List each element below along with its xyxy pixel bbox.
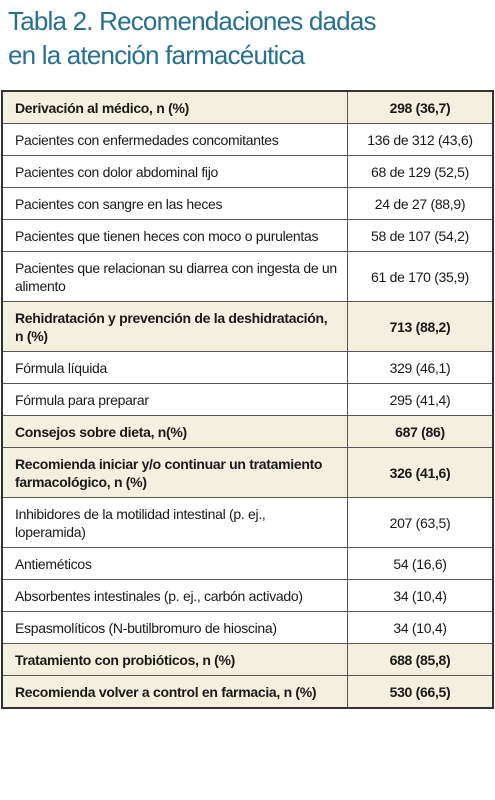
row-label: Pacientes que tienen heces con moco o pu… [1, 219, 348, 252]
row-value: 713 (88,2) [347, 301, 494, 352]
row-label: Derivación al médico, n (%) [1, 90, 348, 124]
row-label: Tratamiento con probióticos, n (%) [1, 643, 348, 676]
section-row: Tratamiento con probióticos, n (%) 688 (8… [1, 643, 494, 676]
section-row: Recomienda volver a control en farmacia,… [1, 675, 494, 709]
item-row: Pacientes que relacionan su diarrea con … [1, 251, 494, 302]
item-row: Antieméticos 54 (16,6) [1, 547, 494, 580]
item-row: Pacientes que tienen heces con moco o pu… [1, 219, 494, 252]
row-label: Absorbentes intestinales (p. ej., carbón… [1, 579, 348, 612]
section-row: Consejos sobre dieta, n(%) 687 (86) [1, 415, 494, 448]
row-value: 207 (63,5) [347, 497, 494, 548]
row-value: 329 (46,1) [347, 351, 494, 384]
row-label: Consejos sobre dieta, n(%) [1, 415, 348, 448]
row-label: Fórmula líquida [1, 351, 348, 384]
row-value: 136 de 312 (43,6) [347, 123, 494, 156]
section-row: Derivación al médico, n (%) 298 (36,7) [1, 90, 494, 124]
row-value: 298 (36,7) [347, 90, 494, 124]
row-label: Fórmula para preparar [1, 383, 348, 416]
row-label: Pacientes con sangre en las heces [1, 187, 348, 220]
title: Tabla 2. Recomendaciones dadas en la ate… [8, 4, 377, 72]
row-value: 688 (85,8) [347, 643, 494, 676]
row-value: 34 (10,4) [347, 611, 494, 644]
row-value: 34 (10,4) [347, 579, 494, 612]
item-row: Pacientes con sangre en las heces 24 de 2… [1, 187, 494, 220]
table-body: Derivación al médico, n (%) 298 (36,7) Pac… [1, 90, 494, 709]
row-value: 326 (41,6) [347, 447, 494, 498]
row-value: 58 de 107 (54,2) [347, 219, 494, 252]
row-label: Recomienda volver a control en farmacia,… [1, 675, 348, 709]
section-row: Rehidratación y prevención de la deshidr… [1, 301, 494, 352]
item-row: Fórmula líquida 329 (46,1) [1, 351, 494, 384]
title-line: en la atención farmacéutica [8, 40, 305, 70]
row-label: Rehidratación y prevención de la deshidr… [1, 301, 348, 352]
row-value: 295 (41,4) [347, 383, 494, 416]
item-row: Absorbentes intestinales (p. ej., carbón… [1, 579, 494, 612]
title-line: Tabla 2. Recomendaciones dadas [8, 6, 377, 36]
row-value: 687 (86) [347, 415, 494, 448]
row-label: Recomienda iniciar y/o continuar un trat… [1, 447, 348, 498]
row-label: Antieméticos [1, 547, 348, 580]
section-row: Recomienda iniciar y/o continuar un trat… [1, 447, 494, 498]
item-row: Espasmolíticos (N-butilbromuro de hiosci… [1, 611, 494, 644]
row-label: Pacientes que relacionan su diarrea con … [1, 251, 348, 302]
row-label: Inhibidores de la motilidad intestinal (… [1, 497, 348, 548]
row-value: 24 de 27 (88,9) [347, 187, 494, 220]
row-label: Pacientes con dolor abdominal fijo [1, 155, 348, 188]
item-row: Fórmula para preparar 295 (41,4) [1, 383, 494, 416]
row-value: 530 (66,5) [347, 675, 494, 709]
row-label: Pacientes con enfermedades concomitantes [1, 123, 348, 156]
row-value: 68 de 129 (52,5) [347, 155, 494, 188]
row-value: 54 (16,6) [347, 547, 494, 580]
row-label: Espasmolíticos (N-butilbromuro de hiosci… [1, 611, 348, 644]
table: Derivación al médico, n (%) 298 (36,7) Pac… [1, 90, 494, 709]
item-row: Pacientes con dolor abdominal fijo 68 de … [1, 155, 494, 188]
row-value: 61 de 170 (35,9) [347, 251, 494, 302]
item-row: Pacientes con enfermedades concomitantes… [1, 123, 494, 156]
item-row: Inhibidores de la motilidad intestinal (… [1, 497, 494, 548]
